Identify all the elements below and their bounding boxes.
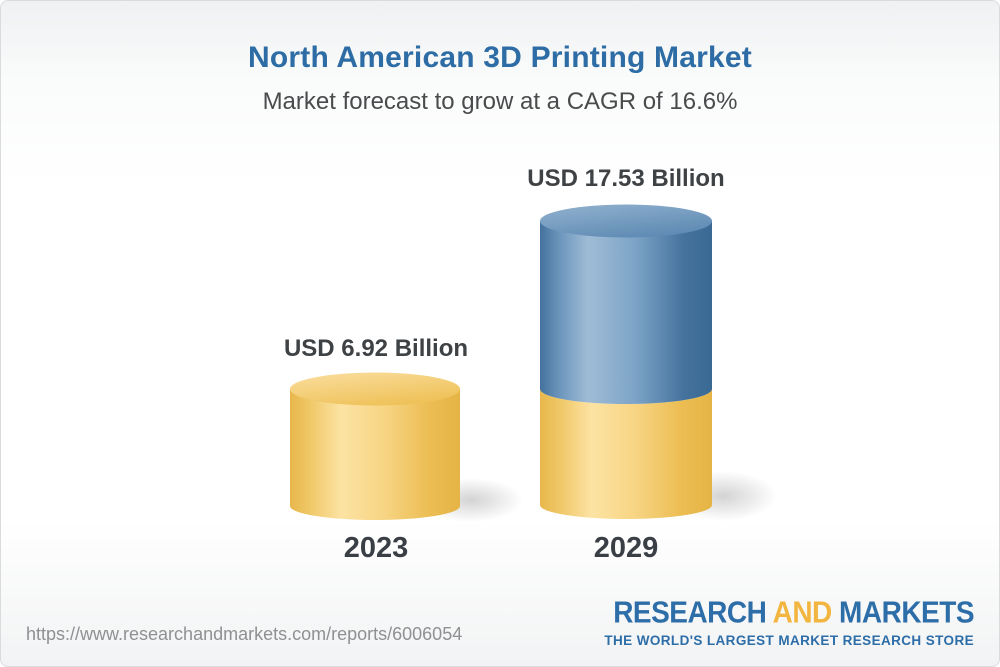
cylinder-2023-top	[290, 372, 460, 406]
value-label-2023: USD 6.92 Billion	[283, 335, 469, 362]
cylinder-2029-graphic	[540, 204, 712, 519]
cylinder-2029-growth-segment	[540, 221, 712, 404]
logo-word-and: AND	[772, 595, 833, 629]
logo-wordmark: RESEARCH AND MARKETS	[604, 595, 974, 630]
year-label-2023: 2023	[343, 532, 409, 564]
page-title: North American 3D Printing Market	[248, 41, 752, 74]
page-subtitle: Market forecast to grow at a CAGR of 16.…	[262, 88, 738, 115]
year-label-2029: 2029	[593, 532, 659, 564]
cylinder-2029-base-segment	[540, 389, 712, 519]
cylinder-2029	[540, 204, 712, 524]
logo-tagline: THE WORLD'S LARGEST MARKET RESEARCH STOR…	[604, 633, 974, 648]
cylinder-2029-top	[540, 204, 712, 238]
logo-word-research: RESEARCH	[613, 595, 767, 629]
cylinder-2023-body	[290, 389, 460, 520]
report-url[interactable]: https://www.researchandmarkets.com/repor…	[26, 624, 463, 644]
value-label-2029: USD 17.53 Billion	[527, 165, 725, 192]
cylinder-2023	[290, 372, 460, 525]
research-and-markets-logo[interactable]: RESEARCH AND MARKETS THE WORLD'S LARGEST…	[604, 595, 974, 648]
logo-word-markets: MARKETS	[839, 595, 974, 629]
cylinder-2023-graphic	[290, 372, 460, 520]
